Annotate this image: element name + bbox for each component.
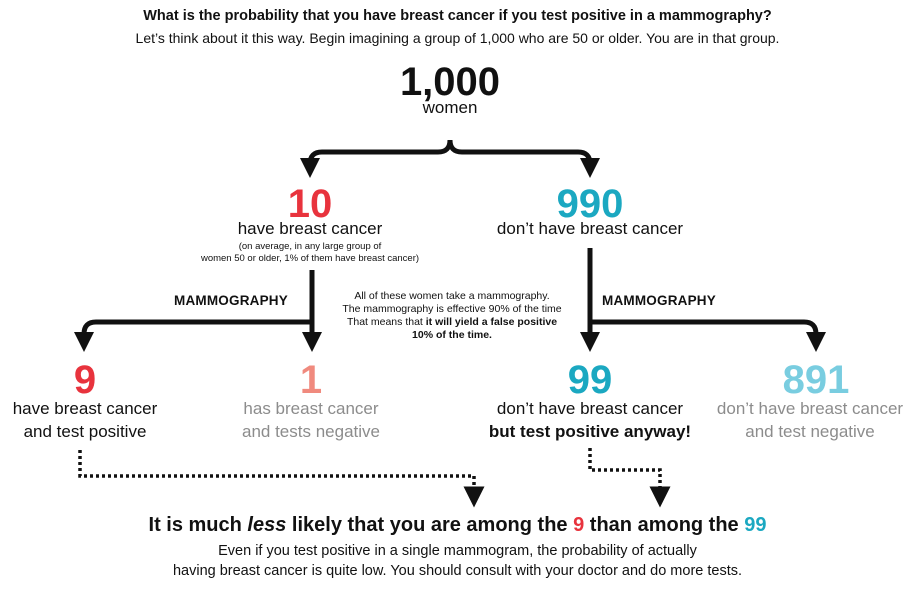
false-positive-line2: but test positive anyway! xyxy=(488,422,692,441)
intro-text: Let’s think about it this way. Begin ima… xyxy=(135,30,780,46)
mammography-note-line3: That means that it will yield a false po… xyxy=(346,316,558,328)
dotted-arrow-99 xyxy=(588,448,671,508)
false-negative-count: 1 xyxy=(299,358,323,402)
mammography-label-left: MAMMOGRAPHY xyxy=(174,293,288,308)
mammography-note: All of these women take a mammography. T… xyxy=(326,290,578,342)
mammo-right-branch xyxy=(590,319,826,352)
root-count: 1,000 xyxy=(399,60,501,104)
conclusion-line1: Even if you test positive in a single ma… xyxy=(218,543,697,559)
false-negative-line2: and tests negative xyxy=(242,422,380,441)
true-negative-count: 891 xyxy=(782,358,850,402)
true-positive-line2: and test positive xyxy=(23,422,147,441)
mammo-left-branch xyxy=(74,319,312,352)
false-negative-line1: has breast cancer xyxy=(243,399,379,418)
mammography-note-line1: All of these women take a mammography. xyxy=(354,290,550,302)
true-negative-line1: don’t have breast cancer xyxy=(716,399,904,418)
false-positive-count: 99 xyxy=(567,358,613,402)
cancer-label: have breast cancer xyxy=(237,219,383,238)
mammography-note-line2: The mammography is effective 90% of the … xyxy=(342,303,562,315)
false-positive-line1: don’t have breast cancer xyxy=(496,399,684,418)
mammography-label-right: MAMMOGRAPHY xyxy=(602,293,716,308)
no-cancer-count: 990 xyxy=(556,182,624,226)
conclusion-line2: having breast cancer is quite low. You s… xyxy=(172,563,743,579)
root-label: women xyxy=(422,98,478,117)
split-arrow-right xyxy=(447,139,600,178)
conclusion-num-99: 99 xyxy=(744,514,767,536)
dotted-arrow-9 xyxy=(78,450,485,508)
cancer-note-line2: women 50 or older, 1% of them have breas… xyxy=(200,253,420,264)
true-positive-line1: have breast cancer xyxy=(12,399,158,418)
no-cancer-label: don’t have breast cancer xyxy=(496,219,684,238)
cancer-count: 10 xyxy=(287,182,333,226)
question-heading: What is the probability that you have br… xyxy=(143,8,772,24)
conclusion-heading: It is much less likely that you are amon… xyxy=(148,514,767,536)
true-positive-count: 9 xyxy=(73,358,97,402)
cancer-note-line1: (on average, in any large group of xyxy=(238,241,382,252)
true-negative-line2: and test negative xyxy=(745,422,875,441)
split-arrow-left xyxy=(300,139,453,178)
mammography-note-line4: 10% of the time. xyxy=(412,329,492,341)
conclusion-num-9: 9 xyxy=(573,514,585,536)
